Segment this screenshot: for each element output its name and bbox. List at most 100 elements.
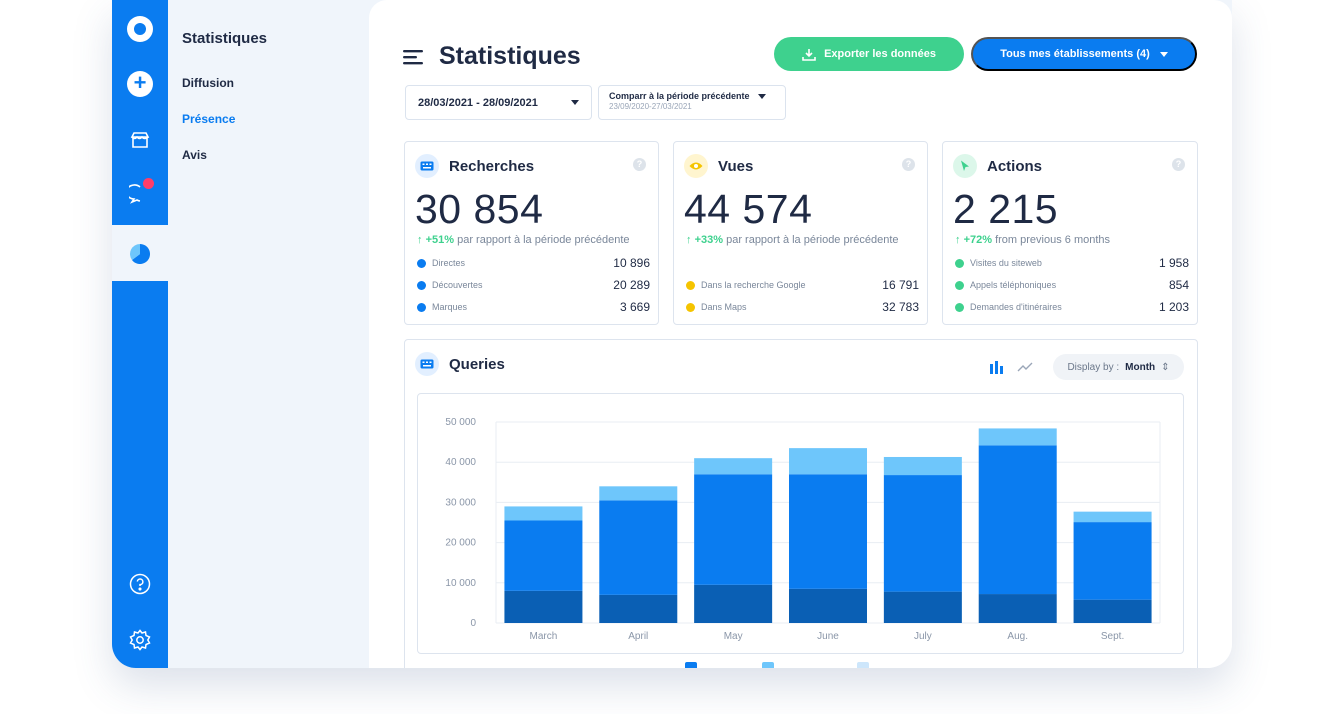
y-tick-label: 50 000 [445,417,476,428]
notification-badge [143,178,154,189]
delta-text: par rapport à la période précédente [457,234,630,246]
chat-icon[interactable] [124,178,156,210]
bar-segment[interactable] [599,500,678,595]
help-icon[interactable] [124,568,156,600]
metric-label: Demandes d'itinéraires [970,302,1062,312]
bar-segment[interactable] [1073,511,1152,523]
bar-segment[interactable] [599,486,678,501]
search-icon [686,280,695,290]
bar-segment[interactable] [599,594,678,623]
bar-segment[interactable] [883,591,962,623]
metric-value: 1 203 [1158,300,1189,314]
eye-icon [684,154,708,178]
diamond-icon [417,302,426,312]
help-icon[interactable]: ? [633,158,646,171]
subnav-title: Statistiques [182,30,268,47]
menu-icon[interactable] [403,48,425,66]
icon-rail: + [112,0,168,668]
delta-percent: +33% [694,234,724,246]
bar-segment[interactable] [694,584,773,623]
compare-period-select[interactable]: Comparr à la période précédente 23/09/20… [598,85,786,120]
pie-chart-icon[interactable] [124,238,156,270]
legend-swatch [685,662,697,668]
metric-value: 854 [1168,278,1189,292]
subnav-item-avis[interactable]: Avis [182,148,207,162]
chevron-down-icon [757,93,766,99]
card-value: 44 574 [684,186,813,232]
legend-swatch [857,662,869,668]
arrow-up-icon: ↑ [686,234,692,246]
bar-segment[interactable] [789,448,867,475]
card-recherches: Recherches ? 30 854 ↑ +51% par rapport à… [404,141,659,325]
metric-label: Appels téléphoniques [970,280,1057,290]
bar-segment[interactable] [789,588,867,623]
bar-segment[interactable] [1073,522,1152,600]
bar-segment[interactable] [978,428,1057,446]
establishments-button[interactable]: Tous mes établissements (4) [971,37,1197,71]
bar-segment[interactable] [504,506,583,521]
main-panel: Statistiques Exporter les données Tous m… [369,0,1232,668]
download-icon [802,48,816,61]
chevron-down-icon [1159,51,1168,57]
chart-svg: 50 000 40 000 30 000 20 000 10 000 0 March Apri… [445,417,1161,642]
y-tick-label: 20 000 [445,538,476,549]
bar-segment[interactable] [504,590,583,623]
metric-value: 16 791 [882,278,919,292]
metric-label: Dans la recherche Google [701,280,806,290]
establishments-label: Tous mes établissements (4) [1000,48,1150,60]
metric-row: Demandes d'itinéraires 1 203 [955,300,1189,314]
logo-icon[interactable] [124,13,156,45]
metric-row: Découvertes 20 289 [417,278,650,292]
metric-value: 1 958 [1158,256,1189,270]
x-tick-label: June [817,631,839,642]
sort-icon: ⇕ [1161,361,1170,373]
help-icon[interactable]: ? [902,158,915,171]
x-tick-label: May [724,631,743,642]
x-tick-label: July [914,631,932,642]
bar-chart-view-icon[interactable] [989,359,1005,375]
subnav-item-presence[interactable]: Présence [182,112,236,126]
bar-segment[interactable] [978,594,1057,623]
metric-label: Directes [432,258,466,268]
pin-icon [686,302,695,312]
metric-label: Visites du siteweb [970,258,1042,268]
metric-value: 32 783 [882,300,919,314]
x-tick-label: March [530,631,558,642]
line-chart-view-icon[interactable] [1017,359,1033,375]
metric-row: Directes 10 896 [417,256,650,270]
card-value: 2 215 [953,186,1059,232]
bar-segment[interactable] [883,456,962,476]
metric-row: Dans Maps 32 783 [686,300,919,314]
subnav-item-diffusion[interactable]: Diffusion [182,76,234,90]
gear-icon[interactable] [124,624,156,656]
card-actions: Actions ? 2 215 ↑ +72% from previous 6 m… [942,141,1198,325]
card-title: Vues [718,157,754,175]
display-by-value: Month [1125,361,1156,373]
queries-title: Queries [449,355,505,373]
direction-icon [955,302,964,312]
metric-value: 20 289 [613,278,650,292]
cursor-icon [953,154,977,178]
bar-segment[interactable] [694,474,773,585]
card-value: 30 854 [415,186,544,232]
delta-text: from previous 6 months [995,234,1111,246]
target-icon [417,258,426,268]
metric-row: Dans la recherche Google 16 791 [686,278,919,292]
queries-chart: 50 000 40 000 30 000 20 000 10 000 0 March Apri… [417,393,1184,654]
export-button[interactable]: Exporter les données [774,37,964,71]
bar-segment[interactable] [1073,599,1152,623]
help-icon[interactable]: ? [1172,158,1185,171]
display-by-select[interactable]: Display by : Month ⇕ [1053,354,1184,380]
card-title: Recherches [449,157,535,175]
bar-segment[interactable] [504,520,583,591]
store-icon[interactable] [124,124,156,156]
bar-segment[interactable] [789,474,867,589]
plus-icon[interactable]: + [124,68,156,100]
compare-label: Comparr à la période précédente [609,91,750,101]
bar-segment[interactable] [978,445,1057,595]
date-range-select[interactable]: 28/03/2021 - 28/09/2021 [405,85,592,120]
bar-segment[interactable] [694,458,773,475]
phone-icon [955,280,964,290]
bar-segment[interactable] [883,475,962,592]
delta-text: par rapport à la période précédente [726,234,899,246]
